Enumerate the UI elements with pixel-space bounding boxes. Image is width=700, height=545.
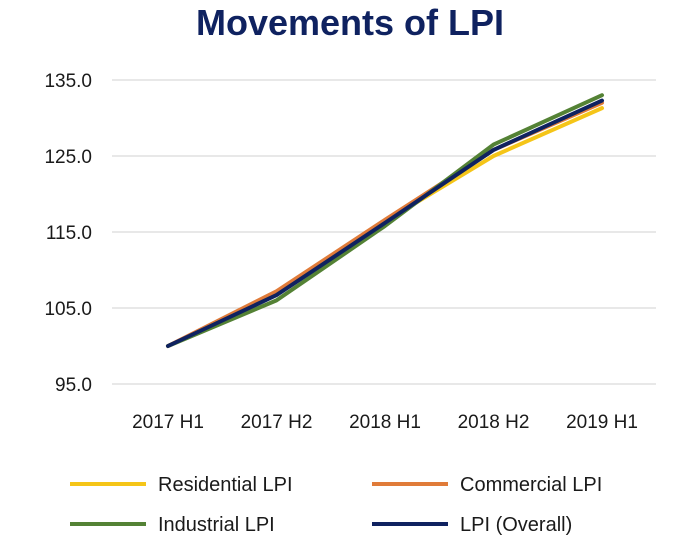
y-tick-label: 95.0 <box>55 375 92 396</box>
y-tick-label: 125.0 <box>44 147 92 168</box>
y-tick-label: 105.0 <box>44 299 92 320</box>
x-tick-label: 2018 H2 <box>458 412 530 433</box>
chart-title: Movements of LPI <box>195 2 505 43</box>
x-tick-label: 2017 H2 <box>241 412 313 433</box>
legend-label: Commercial LPI <box>460 474 602 496</box>
series-line-industrial-lpi <box>166 93 604 348</box>
y-tick-label: 135.0 <box>44 71 92 92</box>
x-tick-label: 2017 H1 <box>132 412 204 433</box>
series-line-lpi-overall <box>166 98 604 348</box>
legend-label: LPI (Overall) <box>460 514 572 536</box>
y-tick-label: 115.0 <box>46 223 92 244</box>
x-tick-label: 2019 H1 <box>566 412 638 433</box>
legend-label: Industrial LPI <box>158 514 275 536</box>
legend-label: Residential LPI <box>158 474 293 496</box>
x-tick-label: 2018 H1 <box>349 412 421 433</box>
